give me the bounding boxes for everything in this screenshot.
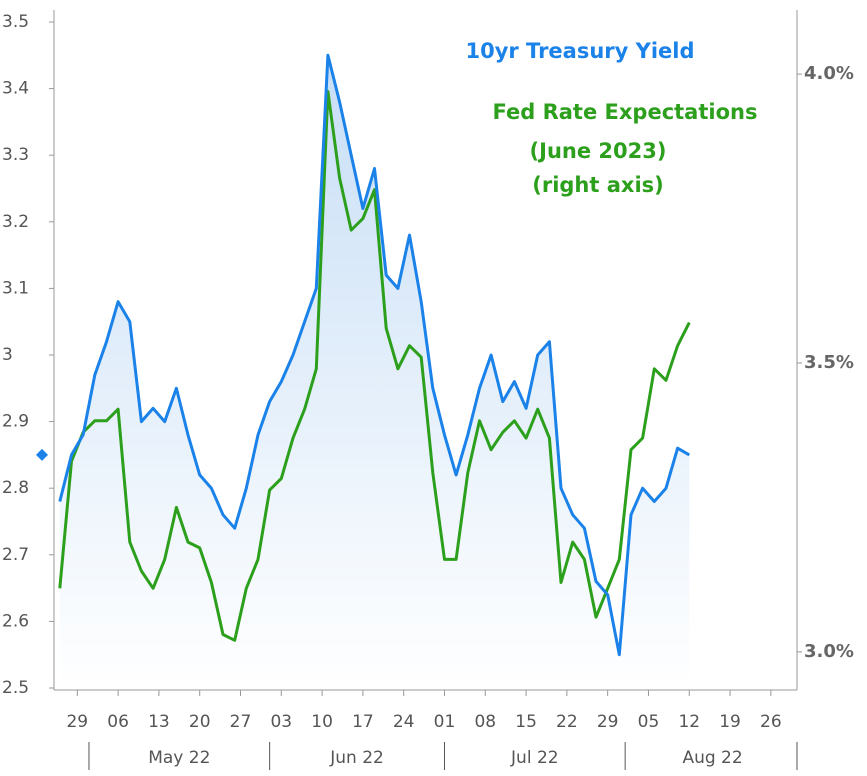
- x-tick-label: 06: [107, 712, 129, 732]
- x-tick-label: 29: [66, 712, 88, 732]
- y-tick-label: 2.5: [2, 678, 29, 698]
- y-tick-label: 3.2: [2, 212, 29, 232]
- y-tick-label: 3.5: [2, 12, 29, 32]
- annotation: 10yr Treasury Yield: [465, 39, 694, 63]
- x-tick-label: 24: [393, 712, 415, 732]
- y-tick-label: 3.4: [2, 79, 29, 99]
- x-tick-label: 05: [638, 712, 660, 732]
- annotation: Fed Rate Expectations: [493, 100, 758, 124]
- x-tick-label: 29: [597, 712, 619, 732]
- y2-tick-label: 3.0%: [804, 641, 854, 662]
- x-tick-label: 19: [719, 712, 741, 732]
- y2-tick-label: 3.5%: [804, 352, 854, 373]
- area: [59, 55, 690, 691]
- y-tick-label: 2.6: [2, 611, 29, 631]
- y-tick-label: 3.1: [2, 278, 29, 298]
- x-tick-label: 20: [189, 712, 211, 732]
- x-tick-label: 01: [434, 712, 456, 732]
- annotation: (right axis): [532, 173, 664, 197]
- x-tick-label: 26: [760, 712, 782, 732]
- x-tick-label: 13: [148, 712, 170, 732]
- month-label: Jul 22: [510, 748, 559, 768]
- y-tick-label: 3.3: [2, 145, 29, 165]
- y-tick-label: 2.8: [2, 478, 29, 498]
- x-tick-label: 22: [556, 712, 578, 732]
- x-tick-label: 27: [230, 712, 252, 732]
- x-tick-label: 15: [515, 712, 537, 732]
- y2-tick-label: 4.0%: [804, 63, 854, 84]
- line: [58, 90, 691, 642]
- month-label: Jun 22: [329, 748, 384, 768]
- line: [58, 53, 691, 657]
- y-tick-label: 2.7: [2, 545, 29, 565]
- x-tick-label: 08: [474, 712, 496, 732]
- last-value-marker: [36, 448, 48, 461]
- x-tick-label: 03: [270, 712, 292, 732]
- month-label: Aug 22: [682, 748, 742, 768]
- y-tick-label: 3: [2, 345, 13, 365]
- month-label: May 22: [148, 748, 210, 768]
- x-tick-label: 12: [678, 712, 700, 732]
- annotation: (June 2023): [530, 139, 667, 163]
- y-tick-label: 2.9: [2, 412, 29, 432]
- x-tick-label: 10: [311, 712, 333, 732]
- x-tick-label: 17: [352, 712, 374, 732]
